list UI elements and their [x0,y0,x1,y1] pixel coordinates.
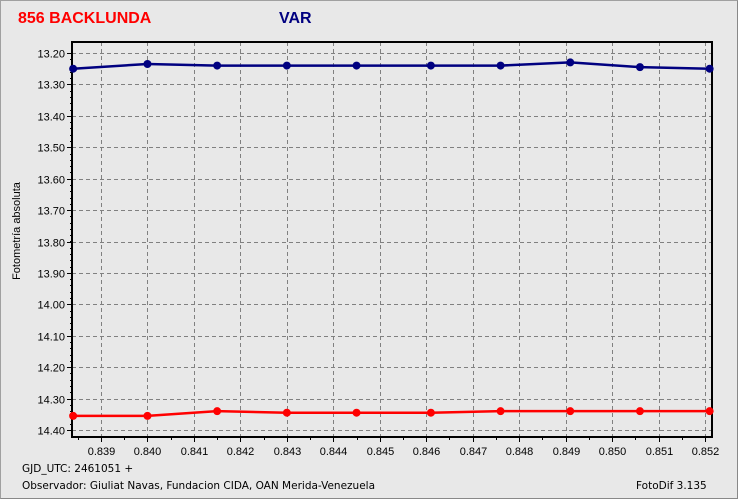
data-point-var [566,58,575,67]
y-tick-label: 14.10 [37,332,65,344]
data-point-var [352,61,361,70]
y-tick-label: 13.70 [37,206,65,218]
x-tick-label: 0.846 [413,446,441,458]
x-tick-label: 0.841 [181,446,209,458]
x-tick-label: 0.839 [88,446,116,458]
data-point-var [213,61,222,70]
data-point-var [426,61,435,70]
y-tick-label: 13.30 [37,80,65,92]
y-tick-label: 13.60 [37,175,65,187]
y-tick-label: 13.40 [37,112,65,124]
y-tick-label: 13.50 [37,143,65,155]
series-title: VAR [279,10,312,27]
data-point-comparison [566,407,575,416]
y-tick-label: 14.40 [37,426,65,438]
y-tick-label: 14.00 [37,300,65,312]
data-point-var [143,59,152,68]
gjd-label: GJD_UTC: 2461051 + [22,463,134,475]
x-tick-label: 0.845 [367,446,395,458]
y-tick-label: 14.20 [37,363,65,375]
y-tick-label: 13.90 [37,269,65,281]
object-title: 856 BACKLUNDA [18,10,152,27]
data-point-comparison [143,411,152,420]
y-tick-label: 13.20 [37,49,65,61]
data-point-var [705,64,714,73]
x-tick-label: 0.851 [646,446,674,458]
data-point-comparison [69,411,78,420]
x-tick-label: 0.852 [692,446,720,458]
data-point-comparison [635,407,644,416]
data-point-comparison [705,407,714,416]
y-tick-label: 14.30 [37,395,65,407]
data-point-comparison [352,408,361,417]
data-point-comparison [282,408,291,417]
data-point-comparison [213,407,222,416]
x-tick-label: 0.848 [506,446,534,458]
plot-area [71,41,713,438]
series-line-comparison [73,409,710,418]
data-point-comparison [496,407,505,416]
x-tick-label: 0.842 [227,446,255,458]
software-version: FotoDif 3.135 [636,480,707,492]
x-tick-label: 0.844 [320,446,348,458]
observer-label: Observador: Giuliat Navas, Fundacion CID… [22,480,376,492]
data-point-var [282,61,291,70]
data-point-var [635,63,644,72]
x-tick-label: 0.840 [134,446,162,458]
series-line-var [73,61,710,70]
x-tick-label: 0.843 [274,446,302,458]
data-point-var [69,64,78,73]
x-tick-label: 0.849 [553,446,581,458]
x-tick-label: 0.847 [460,446,488,458]
y-tick-label: 13.80 [37,238,65,250]
x-tick-label: 0.850 [599,446,627,458]
data-point-var [496,61,505,70]
data-point-comparison [426,408,435,417]
